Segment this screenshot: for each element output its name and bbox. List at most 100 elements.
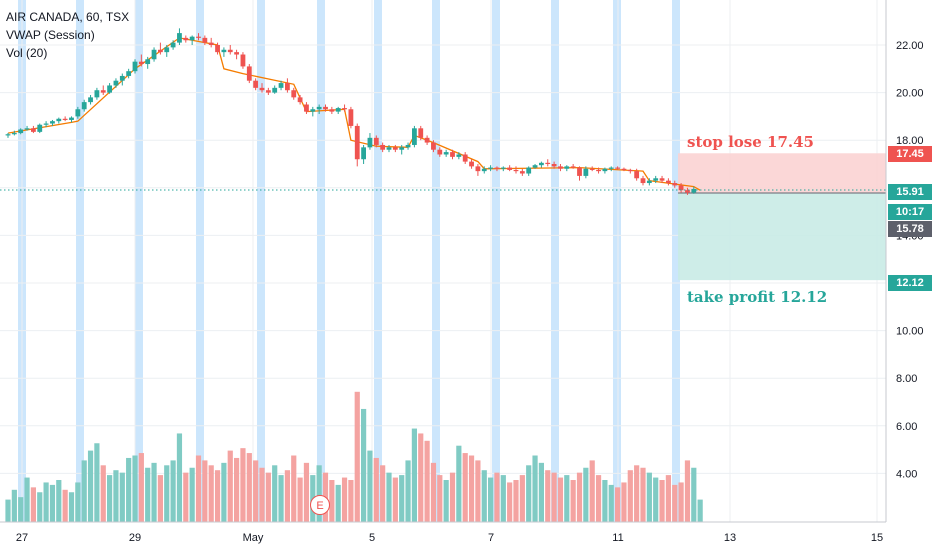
volume-bar	[272, 465, 278, 522]
candle-body	[265, 90, 271, 93]
candle-body	[450, 152, 455, 157]
candle	[424, 135, 430, 145]
candle	[138, 54, 144, 67]
candle-body	[69, 117, 74, 120]
earnings-event-icon[interactable]: E	[310, 495, 330, 515]
candle	[297, 94, 303, 105]
volume-bar	[157, 475, 163, 522]
candle	[380, 142, 386, 153]
candle	[564, 165, 570, 172]
candle-body	[126, 71, 132, 76]
stop-price-tag: 17.45	[888, 146, 932, 162]
candle-body	[392, 147, 398, 150]
candle	[462, 152, 468, 164]
candle	[405, 142, 411, 150]
volume-bar	[386, 472, 392, 522]
candle	[75, 106, 81, 119]
candle-body	[291, 90, 297, 98]
candle-body	[367, 137, 373, 148]
candle-body	[500, 167, 506, 169]
volume-indicator-label[interactable]: Vol (20)	[6, 46, 48, 60]
candle-body	[31, 128, 36, 132]
candle	[608, 166, 614, 172]
symbol-label[interactable]: AIR CANADA, 60, TSX	[6, 10, 130, 24]
candle-body	[100, 90, 106, 93]
volume-bar	[297, 477, 303, 522]
session-band	[432, 0, 440, 522]
volume-bar	[373, 457, 379, 522]
candle	[177, 28, 182, 45]
candle-body	[196, 36, 201, 38]
candle-body	[412, 128, 417, 145]
volume-bar	[653, 477, 659, 522]
volume-bars	[5, 391, 703, 522]
candle-body	[234, 52, 239, 55]
volume-bar	[119, 472, 125, 522]
volume-bar	[697, 499, 703, 522]
candle-body	[215, 45, 220, 53]
candle	[158, 42, 163, 55]
vwap-indicator-label[interactable]: VWAP (Session)	[6, 28, 95, 42]
candle	[532, 164, 538, 169]
volume-bar	[24, 477, 30, 522]
candle-body	[329, 109, 335, 112]
candle-body	[119, 75, 125, 81]
candle-body	[164, 47, 170, 53]
volume-bar	[354, 391, 360, 522]
x-tick-label: 27	[16, 532, 28, 544]
candle-body	[285, 83, 290, 91]
candle-body	[691, 188, 697, 193]
volume-bar	[449, 472, 456, 522]
volume-bar	[589, 460, 595, 522]
volume-bar	[608, 484, 614, 522]
candle-body	[107, 85, 112, 93]
volume-bar	[500, 475, 506, 522]
candle	[373, 135, 379, 148]
volume-bar	[284, 470, 290, 522]
candle-body	[539, 162, 544, 166]
candle	[646, 178, 652, 186]
volume-bar	[259, 467, 265, 522]
candle-body	[589, 168, 595, 170]
volume-bar	[335, 484, 341, 522]
volume-bar	[56, 480, 62, 522]
candle	[145, 56, 151, 69]
countdown-tag: 10:17	[888, 204, 932, 220]
candle	[37, 123, 43, 134]
candle	[164, 45, 170, 57]
volume-bar	[399, 475, 405, 522]
candle-body	[43, 123, 49, 125]
volume-bar	[602, 480, 608, 522]
candle	[56, 117, 62, 124]
candle-body	[653, 178, 659, 181]
x-tick-label: 13	[724, 532, 736, 544]
volume-bar	[126, 457, 132, 522]
candle-body	[183, 37, 189, 41]
candle-body	[132, 61, 138, 72]
candle	[500, 166, 506, 172]
candle	[335, 106, 341, 115]
candle-body	[678, 185, 684, 191]
x-tick-label: 29	[129, 532, 141, 544]
candle-body	[113, 80, 119, 86]
volume-bar	[278, 475, 284, 522]
take-profit-zone	[678, 193, 886, 281]
volume-bar	[488, 477, 494, 522]
candle-body	[94, 90, 100, 98]
candle	[469, 159, 474, 169]
candle	[685, 187, 690, 195]
candle	[234, 49, 239, 60]
volume-bar	[68, 492, 75, 522]
volume-bar	[240, 448, 246, 522]
entry-price-tag: 15.78	[888, 221, 932, 237]
candle	[519, 168, 525, 176]
candle	[304, 102, 309, 115]
volume-bar	[532, 455, 538, 522]
volume-bar	[195, 455, 202, 522]
volume-bar	[202, 460, 208, 522]
candle	[475, 164, 481, 176]
candle	[507, 165, 513, 172]
volume-bar	[107, 475, 113, 522]
candle-body	[431, 142, 436, 150]
